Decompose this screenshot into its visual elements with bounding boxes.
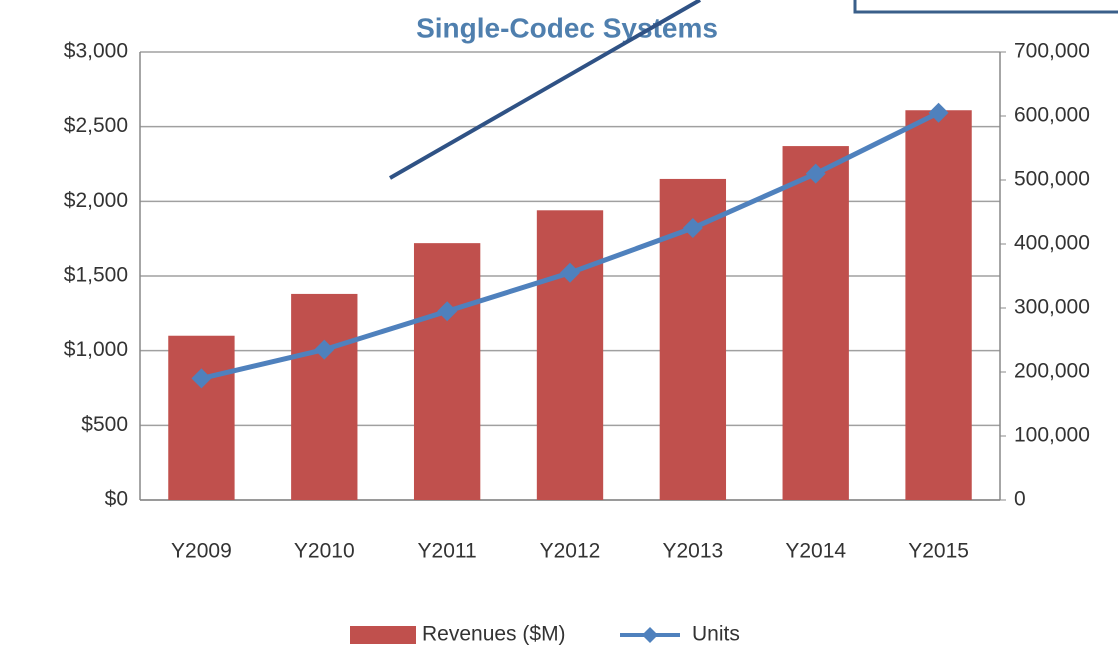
marker — [682, 218, 703, 238]
marker — [560, 262, 580, 283]
x-tick-label: Y2011 — [418, 540, 477, 563]
marker — [437, 301, 458, 322]
bar — [905, 110, 972, 501]
legend-marker — [642, 627, 658, 643]
y2-tick-label: 300,000 — [1014, 296, 1090, 319]
x-tick-label: Y2012 — [540, 540, 601, 563]
legend-label: Units — [692, 623, 740, 646]
x-tick-label: Y2009 — [171, 540, 232, 563]
marker — [314, 339, 335, 360]
bar — [782, 146, 849, 500]
y2-tick-label: 200,000 — [1014, 360, 1090, 383]
bar — [291, 293, 358, 500]
bar — [536, 210, 604, 500]
y-tick-label: $500 — [81, 413, 128, 436]
bar — [413, 243, 481, 500]
y-tick-label: $0 — [105, 488, 128, 511]
y-tick-label: $2,000 — [64, 189, 128, 212]
marker — [191, 368, 212, 389]
marker — [928, 102, 949, 123]
x-tick-label: Y2013 — [662, 540, 723, 563]
callout-box — [853, 0, 1118, 14]
y2-tick-label: 400,000 — [1014, 232, 1090, 255]
y-tick-label: $2,500 — [64, 114, 128, 137]
y2-tick-label: 100,000 — [1014, 424, 1090, 447]
y-tick-label: $3,000 — [64, 40, 128, 63]
y2-tick-label: 600,000 — [1014, 104, 1090, 127]
y2-tick-label: 0 — [1014, 488, 1026, 511]
x-tick-label: Y2015 — [908, 540, 969, 563]
x-tick-label: Y2014 — [785, 540, 846, 563]
y-tick-label: $1,500 — [64, 264, 128, 287]
x-tick-label: Y2010 — [294, 540, 355, 563]
legend-swatch — [350, 626, 416, 644]
y2-tick-label: 500,000 — [1014, 168, 1090, 191]
y2-tick-label: 700,000 — [1014, 40, 1090, 63]
callout-arrow — [389, 0, 701, 180]
marker — [805, 163, 826, 184]
y-tick-label: $1,000 — [64, 338, 128, 361]
bar — [168, 335, 235, 500]
legend-label: Revenues ($M) — [422, 623, 566, 646]
plot: $0 $500 $1,000 $1,500 $2,000 $2,500 $3,000 0 100… — [64, 40, 1090, 646]
